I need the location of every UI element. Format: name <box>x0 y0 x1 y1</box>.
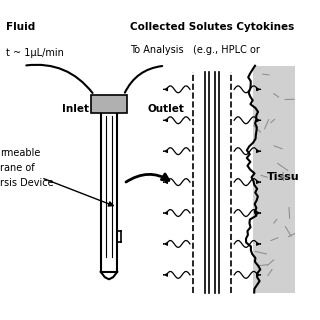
Text: Inlet: Inlet <box>62 104 89 114</box>
Text: To Analysis   (e.g., HPLC or: To Analysis (e.g., HPLC or <box>130 45 260 55</box>
Bar <box>91 95 127 113</box>
Bar <box>253 66 294 292</box>
Text: Collected Solutes Cytokines: Collected Solutes Cytokines <box>130 21 294 32</box>
Text: t ~ 1μL/min: t ~ 1μL/min <box>6 48 64 58</box>
Bar <box>101 113 117 272</box>
Text: Fluid: Fluid <box>6 21 35 32</box>
Text: rmeable: rmeable <box>0 148 40 158</box>
Text: Tissu: Tissu <box>267 172 299 182</box>
Text: Outlet: Outlet <box>147 104 184 114</box>
Text: rsis Device: rsis Device <box>0 178 54 188</box>
Text: rane of: rane of <box>0 163 35 173</box>
